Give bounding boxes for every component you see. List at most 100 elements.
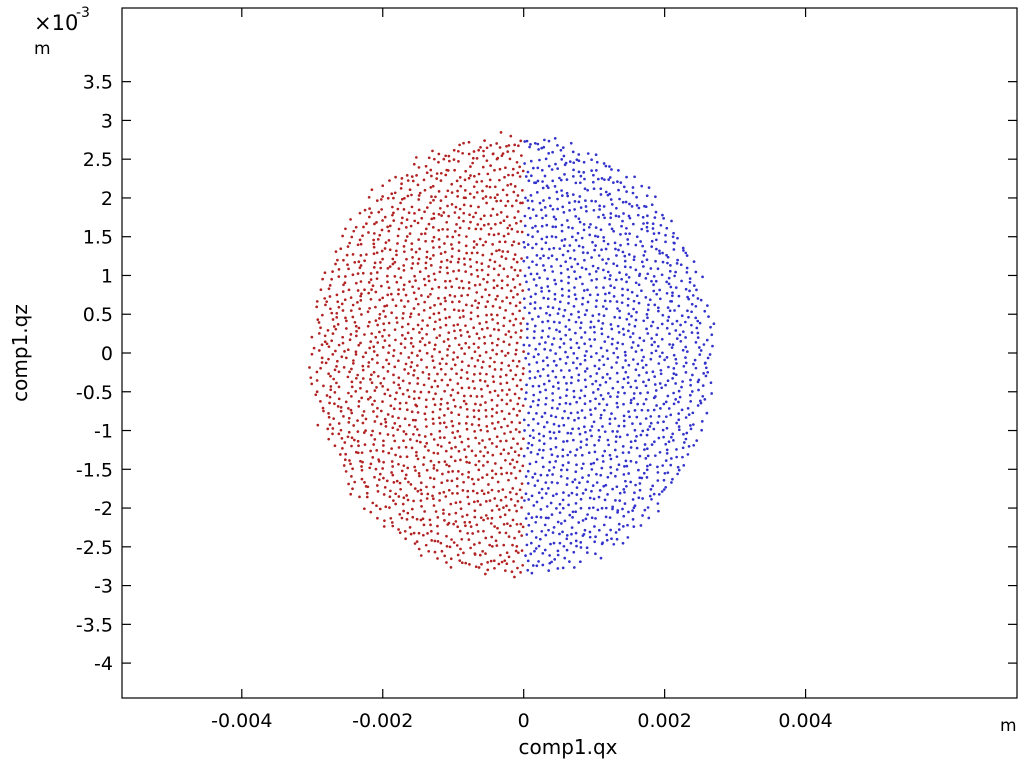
red-series-point: [352, 362, 355, 365]
red-series-point: [319, 399, 322, 403]
blue-series-point: [636, 344, 640, 347]
red-series-point: [411, 262, 415, 265]
blue-series-point: [523, 306, 527, 310]
red-series-point: [517, 144, 520, 148]
blue-series-point: [554, 436, 558, 440]
red-series-point: [341, 446, 344, 450]
blue-series-point: [561, 294, 564, 297]
blue-series-point: [562, 544, 566, 548]
red-series-point: [460, 537, 464, 541]
red-series-point: [432, 422, 435, 425]
blue-series-point: [583, 177, 586, 181]
blue-series-point: [625, 190, 628, 193]
red-series-point: [492, 559, 496, 563]
red-series-point: [516, 230, 519, 234]
blue-series-point: [533, 549, 536, 553]
red-series-point: [406, 299, 410, 303]
blue-series-point: [619, 243, 622, 247]
red-series-point: [400, 182, 403, 186]
red-series-point: [480, 179, 484, 183]
red-series-point: [448, 293, 452, 297]
blue-series-point: [642, 339, 646, 343]
y-tick-label: 2: [101, 188, 113, 210]
blue-series-point: [639, 524, 643, 527]
red-series-point: [499, 375, 502, 379]
red-series-point: [519, 269, 522, 272]
red-series-point: [402, 283, 406, 287]
red-series-point: [473, 283, 477, 287]
blue-series-point: [580, 266, 584, 270]
red-series-point: [431, 225, 435, 229]
red-series-point: [407, 480, 410, 484]
red-series-point: [429, 264, 433, 267]
red-series-point: [392, 381, 396, 384]
red-series-point: [403, 337, 407, 341]
blue-series-point: [545, 505, 549, 508]
blue-series-point: [626, 433, 629, 437]
blue-series-point: [692, 284, 696, 287]
red-series-point: [443, 250, 447, 254]
red-series-point: [428, 518, 432, 522]
blue-series-point: [691, 423, 695, 426]
blue-series-point: [552, 526, 556, 529]
red-series-point: [516, 210, 520, 213]
red-series-point: [521, 317, 525, 320]
blue-series-point: [651, 484, 655, 488]
red-series-point: [430, 355, 434, 358]
blue-series-point: [615, 485, 619, 489]
blue-series-point: [650, 337, 654, 340]
blue-series-point: [607, 291, 611, 295]
red-series-point: [426, 492, 430, 496]
red-series-point: [458, 529, 462, 533]
red-series-point: [493, 260, 497, 264]
blue-series-point: [555, 507, 558, 510]
red-series-point: [459, 458, 462, 462]
red-series-point: [400, 177, 404, 180]
red-series-point: [490, 252, 494, 256]
blue-series-point: [567, 301, 570, 305]
red-series-point: [450, 243, 453, 246]
red-series-point: [446, 338, 450, 341]
blue-series-point: [525, 280, 528, 284]
blue-series-point: [672, 248, 676, 251]
red-series-point: [507, 478, 510, 482]
blue-series-point: [661, 351, 664, 355]
red-series-point: [492, 267, 496, 271]
blue-series-point: [570, 526, 574, 529]
blue-series-point: [627, 275, 631, 279]
blue-series-point: [600, 327, 603, 331]
blue-series-point: [650, 497, 653, 501]
blue-series-point: [696, 331, 700, 335]
red-series-point: [321, 277, 324, 281]
red-series-point: [497, 273, 500, 277]
blue-series-point: [550, 453, 554, 457]
red-series-point: [367, 365, 370, 368]
red-series-point: [461, 472, 464, 476]
blue-series-point: [581, 245, 585, 249]
blue-series-point: [565, 178, 569, 181]
blue-series-point: [531, 564, 535, 567]
blue-series-point: [573, 418, 576, 422]
red-series-point: [467, 445, 470, 448]
blue-series-point: [534, 284, 538, 287]
blue-series-point: [582, 228, 586, 232]
red-series-point: [459, 507, 463, 511]
red-series-point: [405, 408, 409, 412]
red-series-point: [476, 499, 480, 503]
blue-series-point: [560, 239, 564, 242]
red-series-point: [449, 455, 453, 459]
red-series-point: [431, 410, 435, 414]
blue-series-point: [546, 335, 550, 338]
red-series-point: [454, 445, 457, 449]
red-series-point: [503, 240, 507, 244]
blue-series-point: [580, 236, 584, 240]
red-series-point: [344, 452, 348, 456]
red-series-point: [518, 301, 522, 304]
red-series-point: [517, 453, 521, 457]
red-series-point: [449, 260, 453, 264]
red-series-point: [473, 350, 477, 354]
red-series-point: [382, 439, 385, 443]
blue-series-point: [599, 187, 603, 191]
red-series-point: [357, 400, 361, 403]
blue-series-point: [684, 371, 688, 374]
